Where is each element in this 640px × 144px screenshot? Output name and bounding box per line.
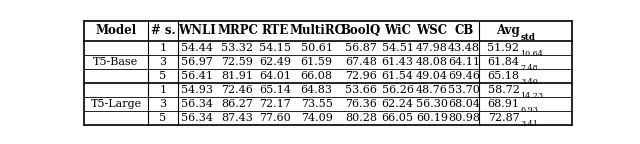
Text: 73.55: 73.55 xyxy=(301,99,333,109)
Text: 56.34: 56.34 xyxy=(181,99,213,109)
Text: 61.43: 61.43 xyxy=(381,57,413,67)
Text: 69.46: 69.46 xyxy=(448,71,480,81)
Text: MultiRC: MultiRC xyxy=(289,24,344,37)
Text: 65.18: 65.18 xyxy=(488,71,520,81)
Text: 49.04: 49.04 xyxy=(416,71,448,81)
Text: std: std xyxy=(520,33,536,42)
Text: 50.61: 50.61 xyxy=(301,43,333,53)
Text: Avg: Avg xyxy=(496,24,520,37)
Text: 65.14: 65.14 xyxy=(259,85,291,95)
Text: 72.96: 72.96 xyxy=(345,71,377,81)
Text: 1: 1 xyxy=(159,85,166,95)
Text: 48.76: 48.76 xyxy=(416,85,448,95)
Text: 3.41: 3.41 xyxy=(520,120,538,128)
Text: 14.23: 14.23 xyxy=(520,92,543,100)
Text: 48.08: 48.08 xyxy=(416,57,448,67)
Text: 53.70: 53.70 xyxy=(448,85,480,95)
Text: 56.41: 56.41 xyxy=(181,71,213,81)
Text: BoolQ: BoolQ xyxy=(340,24,381,37)
Text: 62.49: 62.49 xyxy=(259,57,291,67)
Text: 64.83: 64.83 xyxy=(301,85,333,95)
Text: 74.09: 74.09 xyxy=(301,113,333,123)
Text: 3: 3 xyxy=(159,99,166,109)
Text: 10.64: 10.64 xyxy=(520,50,543,58)
Text: 56.26: 56.26 xyxy=(381,85,413,95)
Text: 72.46: 72.46 xyxy=(221,85,253,95)
Text: 53.32: 53.32 xyxy=(221,43,253,53)
Text: WiC: WiC xyxy=(384,24,411,37)
Text: CB: CB xyxy=(454,24,474,37)
Text: 61.84: 61.84 xyxy=(488,57,520,67)
Text: Model: Model xyxy=(95,24,136,37)
Text: 3: 3 xyxy=(159,57,166,67)
Text: 54.51: 54.51 xyxy=(381,43,413,53)
Text: 53.66: 53.66 xyxy=(345,85,377,95)
Text: 76.36: 76.36 xyxy=(345,99,377,109)
Text: 61.59: 61.59 xyxy=(301,57,333,67)
Text: 72.87: 72.87 xyxy=(488,113,520,123)
Text: 87.43: 87.43 xyxy=(221,113,253,123)
Text: 56.87: 56.87 xyxy=(345,43,377,53)
Text: 66.08: 66.08 xyxy=(301,71,333,81)
Text: 67.48: 67.48 xyxy=(345,57,377,67)
Text: 5: 5 xyxy=(159,113,166,123)
Text: 81.91: 81.91 xyxy=(221,71,253,81)
Text: T5-Large: T5-Large xyxy=(90,99,141,109)
Text: T5-Base: T5-Base xyxy=(93,57,139,67)
Text: 68.91: 68.91 xyxy=(488,99,520,109)
Text: 56.97: 56.97 xyxy=(181,57,213,67)
Text: WSC: WSC xyxy=(416,24,447,37)
Text: MRPC: MRPC xyxy=(217,24,258,37)
Text: 80.98: 80.98 xyxy=(448,113,480,123)
Text: WNLI: WNLI xyxy=(179,24,216,37)
Text: 43.48: 43.48 xyxy=(448,43,480,53)
Text: 68.04: 68.04 xyxy=(448,99,480,109)
Text: 72.17: 72.17 xyxy=(259,99,291,109)
Text: 5: 5 xyxy=(159,71,166,81)
Text: 80.28: 80.28 xyxy=(345,113,377,123)
Text: 51.92: 51.92 xyxy=(488,43,520,53)
Text: 1: 1 xyxy=(159,43,166,53)
Text: RTE: RTE xyxy=(262,24,289,37)
Text: 47.98: 47.98 xyxy=(416,43,448,53)
Text: 61.54: 61.54 xyxy=(381,71,413,81)
Text: 56.34: 56.34 xyxy=(181,113,213,123)
Text: 72.59: 72.59 xyxy=(221,57,253,67)
Text: 56.30: 56.30 xyxy=(416,99,448,109)
Text: 3.40: 3.40 xyxy=(520,78,538,86)
Text: 58.72: 58.72 xyxy=(488,85,520,95)
Text: 77.60: 77.60 xyxy=(259,113,291,123)
Text: 54.93: 54.93 xyxy=(181,85,213,95)
Text: 66.05: 66.05 xyxy=(381,113,413,123)
Text: 7.48: 7.48 xyxy=(520,64,538,72)
Text: 54.44: 54.44 xyxy=(181,43,213,53)
Text: 64.11: 64.11 xyxy=(448,57,480,67)
Text: 86.27: 86.27 xyxy=(221,99,253,109)
Text: 60.19: 60.19 xyxy=(416,113,448,123)
Text: 54.15: 54.15 xyxy=(259,43,291,53)
Text: 6.93: 6.93 xyxy=(520,106,538,114)
Text: 62.24: 62.24 xyxy=(381,99,413,109)
Text: 64.01: 64.01 xyxy=(259,71,291,81)
Text: # s.: # s. xyxy=(150,24,175,37)
